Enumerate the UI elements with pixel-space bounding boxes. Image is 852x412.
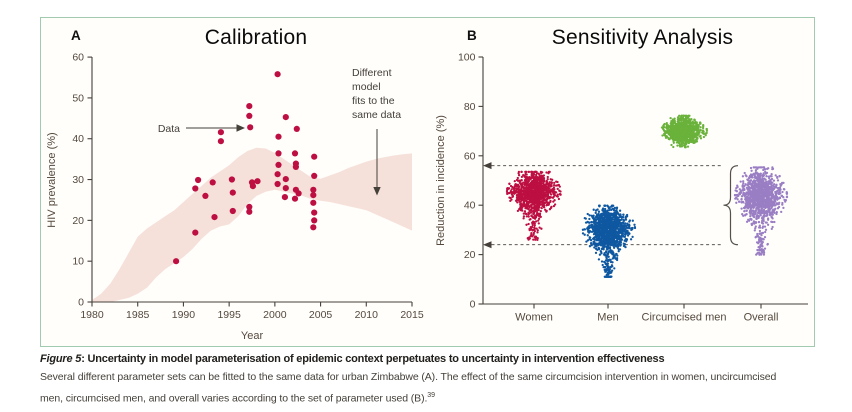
- data-annotation-label: Data: [157, 123, 180, 135]
- x-axis-label: Year: [241, 330, 264, 342]
- x-tick-label: 2015: [400, 309, 424, 321]
- data-arrowhead: [236, 124, 245, 132]
- guide-arrowhead: [483, 162, 492, 170]
- caption-separator: :: [81, 353, 88, 365]
- sensitivity-axes: [478, 56, 808, 309]
- hiv-prevalence-points: [173, 71, 318, 265]
- panel-b-letter: B: [467, 28, 477, 43]
- x-tick-label: 2000: [263, 309, 287, 321]
- x-tick-label: 2010: [355, 309, 379, 321]
- y-tick-label: 80: [464, 101, 476, 113]
- y-tick-label: 50: [72, 92, 84, 104]
- caption-figure-number: Figure 5: [40, 353, 82, 365]
- panel-a-title: Calibration: [204, 26, 308, 49]
- y-tick-label: 20: [72, 215, 84, 227]
- x-tick-label: 2005: [309, 309, 333, 321]
- caption-body-line-1: Several different parameter sets can be …: [40, 371, 777, 383]
- model-fits-arrowhead: [373, 187, 381, 196]
- x-tick-label: 1995: [217, 309, 241, 321]
- overall-range-brace: [723, 165, 739, 246]
- calibration-axes: [87, 56, 413, 307]
- annotation-arrows: [186, 124, 381, 196]
- y-tick-label: 10: [72, 256, 84, 268]
- y-tick-label: 30: [72, 174, 84, 186]
- guide-arrowhead: [483, 241, 492, 249]
- x-tick-label: 1985: [126, 309, 150, 321]
- y-tick-label: 100: [458, 52, 476, 64]
- category-label: Women: [515, 312, 553, 324]
- caption-body: Several different parameter sets can be …: [40, 369, 822, 408]
- y-tick-label: 40: [464, 200, 476, 212]
- cluster-circumcised-men: [660, 114, 709, 149]
- x-tick-label: 1990: [172, 309, 196, 321]
- cluster-women: [505, 170, 562, 242]
- calibration-tick-labels: 0 10 20 30 40 50 60 1980 1985 1990 1995 2000 2005 201…: [72, 52, 424, 321]
- category-label: Overall: [744, 312, 779, 324]
- x-tick-label: 1980: [80, 309, 104, 321]
- model-fits-band: [92, 147, 412, 302]
- sensitivity-chart: 0 20 40 60 80 100 Women Men Circumcised men Overa…: [435, 52, 808, 324]
- caption-reference: 39: [427, 391, 435, 399]
- calibration-chart: 0 10 20 30 40 50 60 1980 1985 1990 1995 2000 2005 201…: [46, 52, 424, 342]
- category-label: Men: [597, 312, 618, 324]
- caption-heading-text: Uncertainty in model parameterisation of…: [87, 353, 665, 365]
- cluster-men: [581, 204, 637, 278]
- model-fits-annotation-label: Different model fits to the same data: [352, 67, 402, 121]
- panel-b-title: Sensitivity Analysis: [551, 26, 734, 49]
- cluster-overall: [733, 166, 789, 256]
- y-tick-label: 40: [72, 133, 84, 145]
- sensitivity-tick-labels: 0 20 40 60 80 100 Women Men Circumcised men Overa…: [458, 52, 778, 324]
- y-axis-label: HIV prevalence (%): [46, 132, 58, 227]
- figure-caption: Figure 5: Uncertainty in model parameter…: [40, 353, 822, 408]
- category-label: Circumcised men: [642, 312, 727, 324]
- caption-heading-line: Figure 5: Uncertainty in model parameter…: [40, 353, 822, 365]
- caption-body-line-2: men, circumcised men, and overall varies…: [40, 392, 428, 404]
- y-tick-label: 0: [78, 297, 84, 309]
- guide-lines: [483, 162, 722, 249]
- y-tick-label: 60: [72, 52, 84, 64]
- y-tick-label: 0: [470, 299, 476, 311]
- y-tick-label: 60: [464, 150, 476, 162]
- y-axis-label: Reduction in incidence (%): [435, 115, 447, 246]
- y-tick-label: 20: [464, 249, 476, 261]
- panel-a-letter: A: [71, 28, 81, 43]
- figure-frame: [40, 17, 815, 347]
